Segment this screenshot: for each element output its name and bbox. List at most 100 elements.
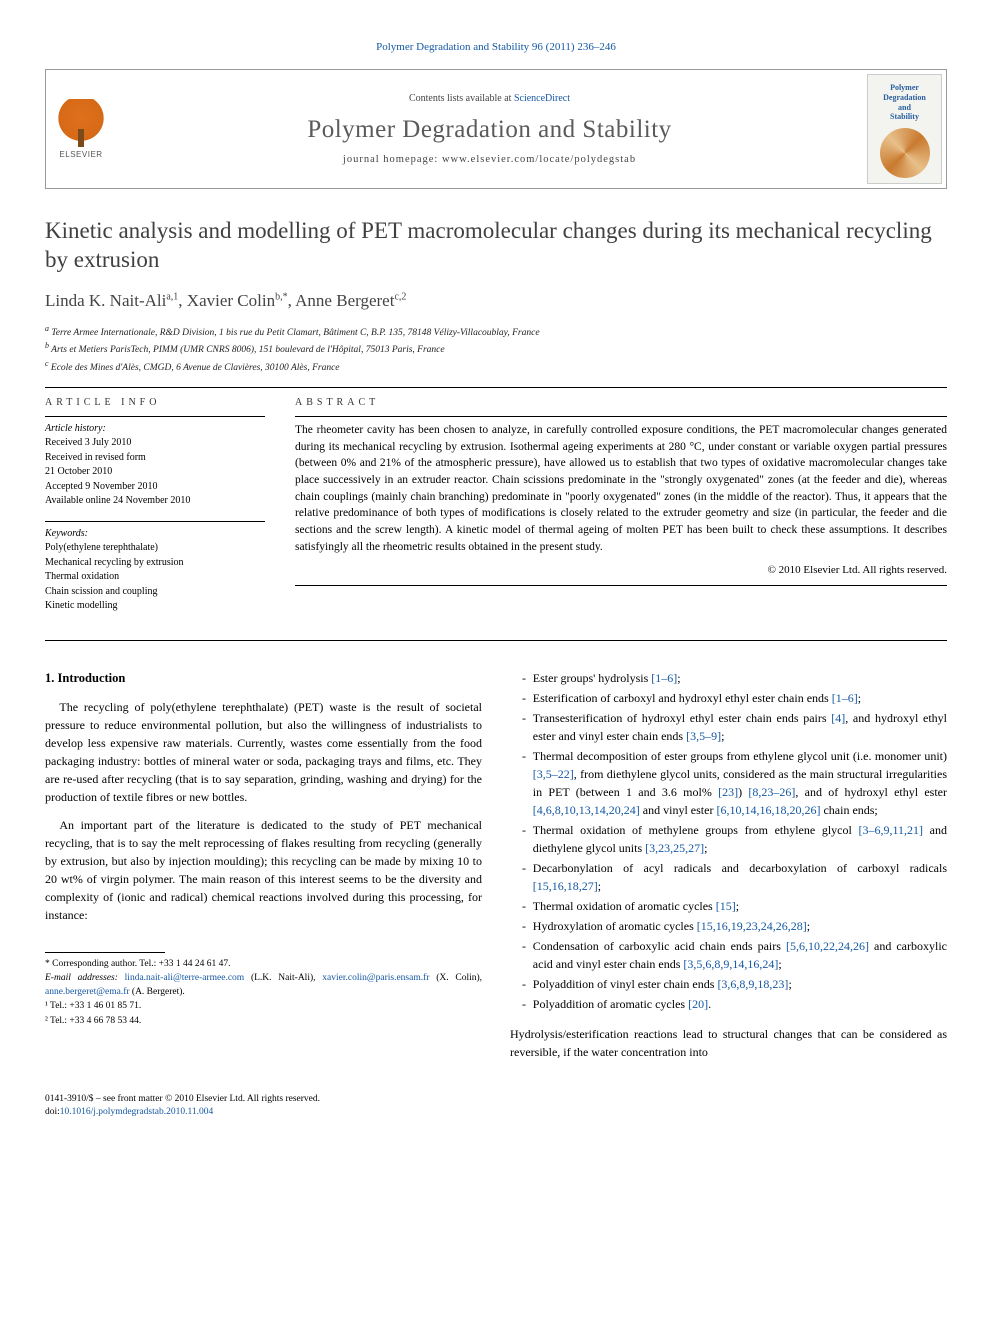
author-3-sup: c,2 (394, 291, 406, 302)
keyword-4: Chain scission and coupling (45, 585, 265, 600)
list-item: Polyaddition of vinyl ester chain ends [… (522, 975, 947, 993)
reaction-list: Ester groups' hydrolysis [1–6]; Esterific… (510, 669, 947, 1013)
abstract-bottom-rule (295, 585, 947, 586)
list-item: Thermal oxidation of aromatic cycles [15… (522, 897, 947, 915)
cover-line-4: Stability (890, 112, 919, 122)
ref-link[interactable]: [15,16,19,23,24,26,28] (697, 919, 807, 933)
section-divider (45, 640, 947, 641)
list-item: Ester groups' hydrolysis [1–6]; (522, 669, 947, 687)
list-item: Esterification of carboxyl and hydroxyl … (522, 689, 947, 707)
abstract-copyright: © 2010 Elsevier Ltd. All rights reserved… (295, 563, 947, 578)
email-label: E-mail addresses: (45, 973, 118, 983)
article-title: Kinetic analysis and modelling of PET ma… (45, 217, 947, 275)
body-columns: 1. Introduction The recycling of poly(et… (45, 669, 947, 1071)
email-2-who: (X. Colin), (436, 973, 482, 983)
ref-link[interactable]: [6,10,14,16,18,20,26] (716, 803, 820, 817)
affiliation-c: c Ecole des Mines d'Alès, CMGD, 6 Avenue… (45, 358, 947, 375)
journal-header-box: ELSEVIER Contents lists available at Sci… (45, 69, 947, 189)
homepage-prefix: journal homepage: (343, 154, 438, 165)
email-line: E-mail addresses: linda.nait-ali@terre-a… (45, 971, 482, 1000)
elsevier-tree-icon (57, 99, 105, 147)
email-3-who: (A. Bergeret). (132, 987, 185, 997)
keyword-2: Mechanical recycling by extrusion (45, 556, 265, 571)
homepage-url[interactable]: www.elsevier.com/locate/polydegstab (442, 154, 636, 165)
email-1-who: (L.K. Nait-Ali), (251, 973, 316, 983)
keyword-3: Thermal oxidation (45, 570, 265, 585)
ref-link[interactable]: [4,6,8,10,13,14,20,24] (533, 803, 640, 817)
author-1: Linda K. Nait-Ali (45, 291, 166, 310)
contents-available: Contents lists available at ScienceDirec… (116, 92, 863, 106)
info-abstract-row: ARTICLE INFO Article history: Received 3… (45, 396, 947, 626)
ref-link[interactable]: [3,23,25,27] (645, 841, 704, 855)
author-2: Xavier Colin (187, 291, 275, 310)
footnote-rule (45, 952, 165, 953)
affiliation-a: a Terre Armee Internationale, R&D Divisi… (45, 323, 947, 340)
bottom-bar: 0141-3910/$ – see front matter © 2010 El… (45, 1093, 947, 1120)
ref-link[interactable]: [1–6] (651, 671, 677, 685)
ref-link[interactable]: [4] (831, 711, 845, 725)
elsevier-label: ELSEVIER (59, 149, 102, 160)
ref-link[interactable]: [3,5–9] (686, 729, 721, 743)
ref-link[interactable]: [1–6] (832, 691, 858, 705)
left-column: 1. Introduction The recycling of poly(et… (45, 669, 482, 1071)
front-matter: 0141-3910/$ – see front matter © 2010 El… (45, 1093, 947, 1106)
accepted-date: Accepted 9 November 2010 (45, 480, 265, 495)
elsevier-logo: ELSEVIER (46, 70, 116, 188)
intro-para-2: An important part of the literature is d… (45, 816, 482, 924)
cover-line-2: Degradation (883, 93, 926, 103)
keywords-block: Keywords: Poly(ethylene terephthalate) M… (45, 527, 265, 614)
author-2-sup: b,* (275, 291, 288, 302)
section-1-heading: 1. Introduction (45, 669, 482, 688)
doi-label: doi: (45, 1107, 60, 1117)
doi-link[interactable]: 10.1016/j.polymdegradstab.2010.11.004 (60, 1107, 213, 1117)
ref-link[interactable]: [8,23–26] (748, 785, 795, 799)
article-info-column: ARTICLE INFO Article history: Received 3… (45, 396, 265, 626)
ref-link[interactable]: [3–6,9,11,21] (858, 823, 923, 837)
author-3: Anne Bergeret (295, 291, 394, 310)
list-item: Hydroxylation of aromatic cycles [15,16,… (522, 917, 947, 935)
cover-line-3: and (898, 103, 911, 113)
ref-link[interactable]: [15,16,18,27] (533, 879, 598, 893)
list-item: Thermal decomposition of ester groups fr… (522, 747, 947, 819)
affiliation-b: b Arts et Metiers ParisTech, PIMM (UMR C… (45, 340, 947, 357)
author-list: Linda K. Nait-Alia,1, Xavier Colinb,*, A… (45, 289, 947, 313)
affiliations: a Terre Armee Internationale, R&D Divisi… (45, 323, 947, 375)
ref-link[interactable]: [3,6,8,9,18,23] (717, 977, 788, 991)
keyword-1: Poly(ethylene terephthalate) (45, 541, 265, 556)
intro-para-3: Hydrolysis/esterification reactions lead… (510, 1025, 947, 1061)
journal-title: Polymer Degradation and Stability (116, 112, 863, 147)
keywords-label: Keywords: (45, 527, 265, 542)
email-1[interactable]: linda.nait-ali@terre-armee.com (125, 973, 245, 983)
ref-link[interactable]: [5,6,10,22,24,26] (786, 939, 869, 953)
cover-line-1: Polymer (890, 83, 919, 93)
list-item: Transesterification of hydroxyl ethyl es… (522, 709, 947, 745)
abstract-rule (295, 416, 947, 417)
sciencedirect-link[interactable]: ScienceDirect (514, 93, 570, 104)
ref-link[interactable]: [23] (718, 785, 738, 799)
intro-para-1: The recycling of poly(ethylene terephtha… (45, 698, 482, 806)
revised-line-2: 21 October 2010 (45, 465, 265, 480)
email-2[interactable]: xavier.colin@paris.ensam.fr (322, 973, 429, 983)
keyword-5: Kinetic modelling (45, 599, 265, 614)
ref-link[interactable]: [3,5,6,8,9,14,16,24] (683, 957, 778, 971)
cover-swirl-icon (880, 128, 930, 178)
journal-cover-thumbnail: Polymer Degradation and Stability (867, 74, 942, 184)
footnote-2: ² Tel.: +33 4 66 78 53 44. (45, 1014, 482, 1028)
email-3[interactable]: anne.bergeret@ema.fr (45, 987, 130, 997)
footnotes: * Corresponding author. Tel.: +33 1 44 2… (45, 957, 482, 1028)
corresponding-author: * Corresponding author. Tel.: +33 1 44 2… (45, 957, 482, 971)
list-item: Condensation of carboxylic acid chain en… (522, 937, 947, 973)
right-column: Ester groups' hydrolysis [1–6]; Esterific… (510, 669, 947, 1071)
abstract-text: The rheometer cavity has been chosen to … (295, 422, 947, 555)
ref-link[interactable]: [20] (688, 997, 708, 1011)
received-date: Received 3 July 2010 (45, 436, 265, 451)
header-center: Contents lists available at ScienceDirec… (116, 70, 863, 188)
article-info-heading: ARTICLE INFO (45, 396, 265, 410)
ref-link[interactable]: [15] (716, 899, 736, 913)
footnote-1: ¹ Tel.: +33 1 46 01 85 71. (45, 999, 482, 1013)
info-rule (45, 416, 265, 417)
ref-link[interactable]: [3,5–22] (533, 767, 574, 781)
info-rule-2 (45, 521, 265, 522)
journal-homepage: journal homepage: www.elsevier.com/locat… (116, 153, 863, 168)
doi-line: doi:10.1016/j.polymdegradstab.2010.11.00… (45, 1106, 947, 1119)
